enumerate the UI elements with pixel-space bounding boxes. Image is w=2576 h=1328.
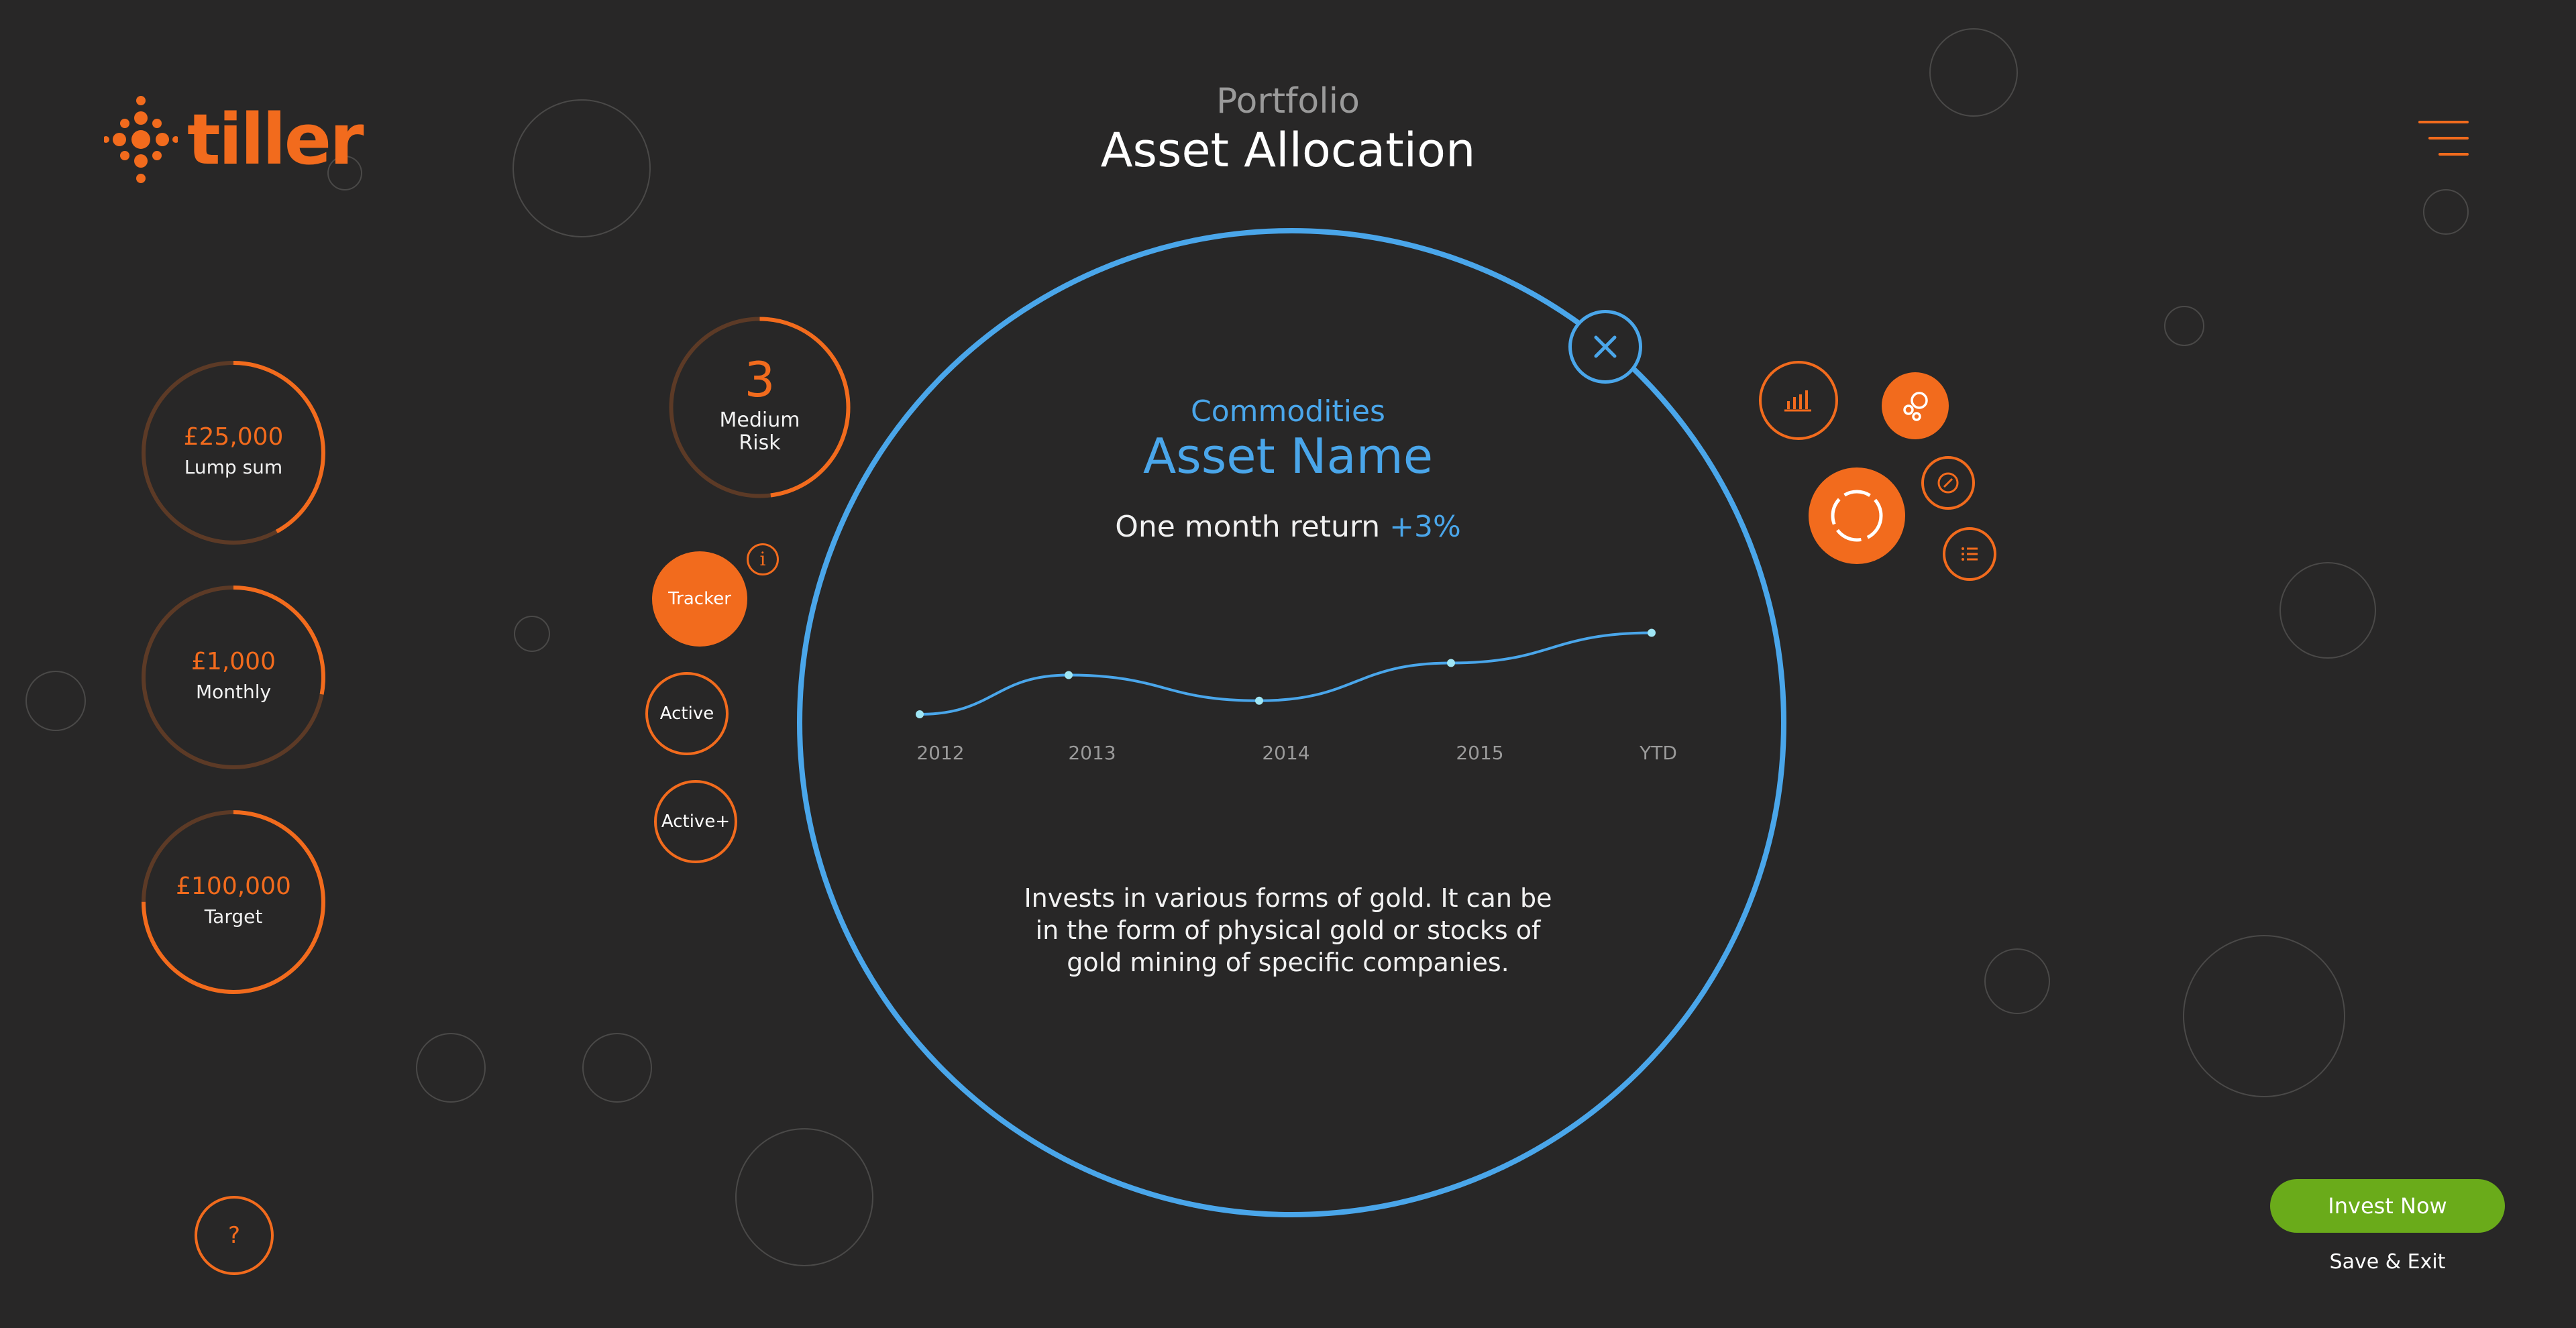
stat-label: Lump sum xyxy=(184,456,283,478)
decorative-circle xyxy=(416,1033,486,1103)
donut-chart-button[interactable] xyxy=(1809,467,1905,564)
stat-label: Target xyxy=(204,905,263,928)
description-line: Invests in various forms of gold. It can… xyxy=(1024,883,1552,913)
logo[interactable]: tiller xyxy=(104,93,364,186)
decorative-circle xyxy=(2279,562,2376,659)
menu-icon[interactable] xyxy=(2418,121,2469,156)
asset-category: Commodities xyxy=(1191,394,1385,429)
decorative-circle xyxy=(1929,28,2018,117)
stat-ring xyxy=(142,586,325,769)
bar-chart-button[interactable] xyxy=(1759,361,1838,440)
stat-ring xyxy=(142,361,325,545)
close-icon xyxy=(1594,335,1617,358)
invest-now-button[interactable]: Invest Now xyxy=(2270,1179,2505,1233)
decorative-circle xyxy=(735,1128,873,1266)
page-header: Portfolio Asset Allocation xyxy=(953,80,1623,178)
asset-detail-ring xyxy=(797,228,1786,1217)
info-icon[interactable]: i xyxy=(747,543,779,575)
decorative-circle xyxy=(25,671,86,731)
chart-x-tick-label: 2012 xyxy=(916,742,964,764)
return-value: +3% xyxy=(1389,510,1461,544)
tracker-button[interactable]: Tracker xyxy=(652,551,747,647)
stat-label: Monthly xyxy=(195,681,272,703)
risk-ring xyxy=(669,317,851,498)
chart-x-tick-label: 2015 xyxy=(1456,742,1503,764)
stat-lump-sum[interactable]: £25,000 Lump sum xyxy=(140,359,327,547)
stat-value: £25,000 xyxy=(183,423,284,451)
asset-name: Asset Name xyxy=(1142,428,1434,484)
close-button[interactable] xyxy=(1568,310,1642,384)
asset-description: Invests in various forms of gold. It can… xyxy=(1006,882,1570,979)
chart-x-tick-label: 2014 xyxy=(1262,742,1309,764)
active-plus-label: Active+ xyxy=(661,812,731,832)
chart-series-line xyxy=(919,631,1652,716)
list-icon xyxy=(1962,547,1978,561)
tiller-logo-icon xyxy=(104,96,178,183)
description-line: gold mining of specific companies. xyxy=(1067,948,1509,977)
decorative-circle xyxy=(2423,189,2469,235)
chart-point xyxy=(1065,671,1073,679)
return-chart: 2012 2013 2014 2015 YTD xyxy=(916,628,1677,764)
save-exit-link[interactable]: Save & Exit xyxy=(2329,1250,2446,1274)
decorative-circle xyxy=(514,616,550,652)
chart-point xyxy=(1447,659,1455,667)
chart-x-tick-label: YTD xyxy=(1639,742,1677,764)
bubbles-icon xyxy=(1903,392,1928,421)
stat-ring xyxy=(142,810,325,994)
decorative-circle xyxy=(327,156,362,190)
donut-chart-icon xyxy=(1831,490,1883,542)
asset-return: One month return +3% xyxy=(953,510,1623,544)
stat-value: £100,000 xyxy=(176,873,291,900)
decorative-circle xyxy=(1984,948,2050,1014)
active-button[interactable]: Active xyxy=(645,672,729,755)
compass-icon xyxy=(1937,472,1959,494)
compass-button[interactable] xyxy=(1921,456,1975,510)
risk-label-line1: Medium xyxy=(719,408,800,432)
decorative-circle xyxy=(2164,306,2204,346)
stat-target[interactable]: £100,000 Target xyxy=(140,808,327,996)
decorative-circle xyxy=(2183,935,2345,1097)
decorative-circle xyxy=(582,1033,652,1103)
chart-point xyxy=(1255,696,1263,705)
risk-label: Medium Risk xyxy=(667,409,852,455)
bubbles-button[interactable] xyxy=(1882,372,1949,439)
tracker-label: Tracker xyxy=(668,589,731,609)
description-line: in the form of physical gold or stocks o… xyxy=(1035,916,1541,945)
bar-chart-icon xyxy=(1784,390,1811,412)
list-button[interactable] xyxy=(1943,527,1996,581)
active-label: Active xyxy=(659,704,714,724)
logo-text: tiller xyxy=(187,99,364,180)
stat-value: £1,000 xyxy=(191,648,276,675)
stat-monthly[interactable]: £1,000 Monthly xyxy=(140,584,327,771)
chart-point xyxy=(916,710,924,718)
page-subtitle: Portfolio xyxy=(1216,81,1360,121)
risk-label-line2: Risk xyxy=(739,431,781,455)
page-title: Asset Allocation xyxy=(1100,123,1476,178)
help-button[interactable]: ? xyxy=(195,1196,274,1275)
risk-level: 3 xyxy=(744,351,775,408)
decorative-circle xyxy=(513,99,651,237)
risk-gauge[interactable]: 3 Medium Risk xyxy=(667,315,852,500)
return-label: One month return xyxy=(1115,510,1381,544)
active-plus-button[interactable]: Active+ xyxy=(654,780,737,863)
chart-point xyxy=(1648,628,1656,637)
chart-x-tick-label: 2013 xyxy=(1068,742,1116,764)
